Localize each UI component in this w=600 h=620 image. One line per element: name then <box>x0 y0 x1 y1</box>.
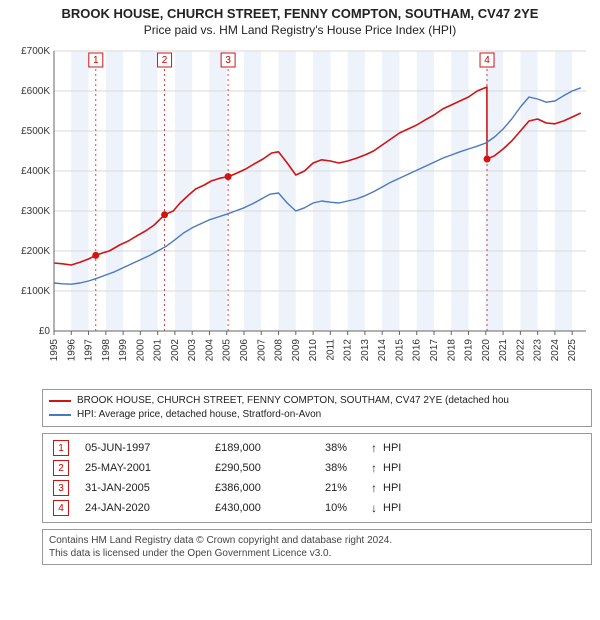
event-date: 24-JAN-2020 <box>85 502 215 514</box>
svg-text:2023: 2023 <box>533 339 544 362</box>
svg-text:2012: 2012 <box>343 339 354 362</box>
svg-text:1996: 1996 <box>66 339 77 362</box>
svg-text:2008: 2008 <box>274 339 285 362</box>
event-row: 2 25-MAY-2001£290,50038%↑HPI <box>43 458 591 478</box>
chart-title-block: BROOK HOUSE, CHURCH STREET, FENNY COMPTO… <box>0 0 600 39</box>
legend-item: HPI: Average price, detached house, Stra… <box>49 408 585 422</box>
event-row: 1 05-JUN-1997£189,00038%↑HPI <box>43 438 591 458</box>
event-pct: 21% <box>325 482 365 494</box>
svg-text:£400K: £400K <box>21 166 50 177</box>
svg-text:2002: 2002 <box>170 339 181 362</box>
title-line1: BROOK HOUSE, CHURCH STREET, FENNY COMPTO… <box>4 6 596 21</box>
footer: Contains HM Land Registry data © Crown c… <box>42 529 592 565</box>
svg-text:2020: 2020 <box>481 339 492 362</box>
event-marker: 3 <box>53 480 69 496</box>
legend-label: HPI: Average price, detached house, Stra… <box>77 408 321 422</box>
legend-swatch <box>49 414 71 416</box>
event-marker: 1 <box>53 440 69 456</box>
event-suffix: HPI <box>383 502 423 514</box>
svg-text:2019: 2019 <box>464 339 475 362</box>
event-marker: 4 <box>53 500 69 516</box>
event-price: £430,000 <box>215 502 325 514</box>
event-date: 05-JUN-1997 <box>85 442 215 454</box>
svg-text:2017: 2017 <box>429 339 440 362</box>
event-pct: 38% <box>325 442 365 454</box>
svg-text:1997: 1997 <box>84 339 95 362</box>
svg-text:£100K: £100K <box>21 286 50 297</box>
legend: BROOK HOUSE, CHURCH STREET, FENNY COMPTO… <box>42 389 592 427</box>
event-row: 3 31-JAN-2005£386,00021%↑HPI <box>43 478 591 498</box>
event-row: 4 24-JAN-2020£430,00010%↓HPI <box>43 498 591 518</box>
event-price: £386,000 <box>215 482 325 494</box>
svg-text:1995: 1995 <box>49 339 60 362</box>
svg-text:2025: 2025 <box>567 339 578 362</box>
arrow-up-icon: ↑ <box>365 481 383 495</box>
svg-text:2009: 2009 <box>291 339 302 362</box>
svg-text:3: 3 <box>225 55 231 66</box>
svg-text:£500K: £500K <box>21 126 50 137</box>
svg-text:2000: 2000 <box>135 339 146 362</box>
legend-label: BROOK HOUSE, CHURCH STREET, FENNY COMPTO… <box>77 394 509 408</box>
svg-text:2010: 2010 <box>308 339 319 362</box>
svg-text:2022: 2022 <box>515 339 526 362</box>
svg-text:2024: 2024 <box>550 339 561 362</box>
event-suffix: HPI <box>383 482 423 494</box>
svg-text:2015: 2015 <box>394 339 405 362</box>
event-pct: 38% <box>325 462 365 474</box>
svg-text:2001: 2001 <box>153 339 164 362</box>
event-price: £290,500 <box>215 462 325 474</box>
event-price: £189,000 <box>215 442 325 454</box>
svg-text:2006: 2006 <box>239 339 250 362</box>
svg-text:£0: £0 <box>39 326 51 337</box>
svg-text:£300K: £300K <box>21 206 50 217</box>
price-chart: £0 £100K £200K £300K £400K £500K £600K £700K 1 2 3… <box>8 43 592 383</box>
svg-text:1: 1 <box>93 55 99 66</box>
legend-swatch <box>49 400 71 402</box>
svg-text:1999: 1999 <box>118 339 129 362</box>
svg-text:2005: 2005 <box>222 339 233 362</box>
event-marker: 2 <box>53 460 69 476</box>
svg-text:2007: 2007 <box>256 339 267 362</box>
events-table: 105-JUN-1997£189,00038%↑HPI225-MAY-2001£… <box>42 433 592 523</box>
event-suffix: HPI <box>383 442 423 454</box>
svg-text:2014: 2014 <box>377 339 388 362</box>
svg-text:1998: 1998 <box>101 339 112 362</box>
svg-text:2011: 2011 <box>325 339 336 361</box>
arrow-up-icon: ↑ <box>365 441 383 455</box>
svg-text:£200K: £200K <box>21 246 50 257</box>
event-pct: 10% <box>325 502 365 514</box>
svg-text:2016: 2016 <box>412 339 423 362</box>
event-suffix: HPI <box>383 462 423 474</box>
footer-line2: This data is licensed under the Open Gov… <box>49 547 585 560</box>
event-date: 31-JAN-2005 <box>85 482 215 494</box>
svg-text:£700K: £700K <box>21 46 50 57</box>
svg-text:2018: 2018 <box>446 339 457 362</box>
arrow-down-icon: ↓ <box>365 501 383 515</box>
footer-line1: Contains HM Land Registry data © Crown c… <box>49 534 585 547</box>
event-date: 25-MAY-2001 <box>85 462 215 474</box>
svg-text:2004: 2004 <box>204 339 215 362</box>
svg-text:2003: 2003 <box>187 339 198 362</box>
svg-text:2013: 2013 <box>360 339 371 362</box>
svg-text:2021: 2021 <box>498 339 509 362</box>
chart-container: £0 £100K £200K £300K £400K £500K £600K £700K 1 2 3… <box>8 43 592 383</box>
arrow-up-icon: ↑ <box>365 461 383 475</box>
svg-text:4: 4 <box>484 55 490 66</box>
title-line2: Price paid vs. HM Land Registry's House … <box>4 23 596 37</box>
legend-item: BROOK HOUSE, CHURCH STREET, FENNY COMPTO… <box>49 394 585 408</box>
svg-text:£600K: £600K <box>21 86 50 97</box>
svg-text:2: 2 <box>162 55 168 66</box>
